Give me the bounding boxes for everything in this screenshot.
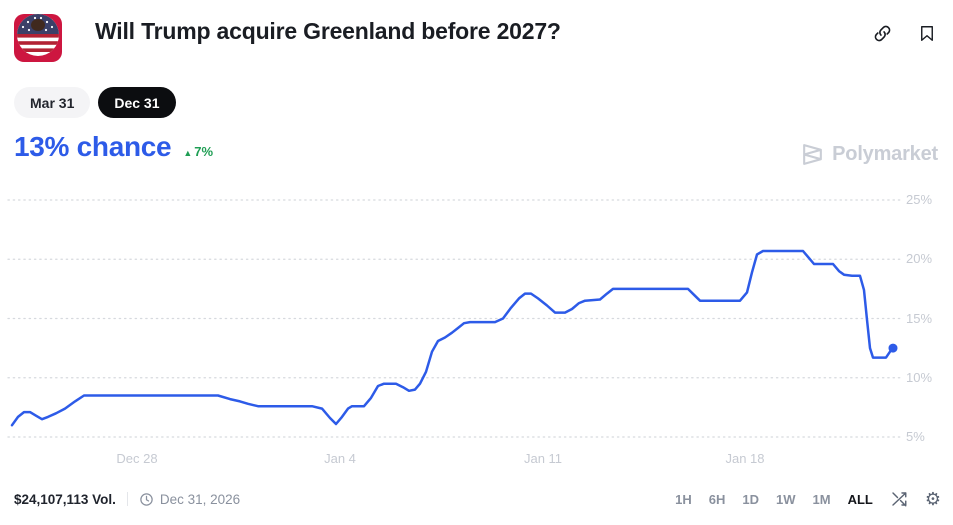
x-tick-label: Jan 11 bbox=[523, 451, 563, 466]
timeframe-bar: 1H 6H 1D 1W 1M ALL ⚙ bbox=[675, 488, 941, 510]
x-tick-label: Jan 18 bbox=[725, 451, 765, 466]
timeframe-all[interactable]: ALL bbox=[847, 491, 873, 507]
y-tick-label: 20% bbox=[906, 251, 933, 267]
y-tick-label: 25% bbox=[906, 192, 933, 207]
page-title: Will Trump acquire Greenland before 2027… bbox=[95, 18, 561, 44]
tab-mar-31[interactable]: Mar 31 bbox=[14, 87, 91, 118]
market-avatar bbox=[14, 14, 62, 62]
y-tick-label: 15% bbox=[906, 310, 933, 326]
timeframe-1d[interactable]: 1D bbox=[742, 491, 760, 507]
x-tick-label: Jan 4 bbox=[324, 451, 356, 466]
resolution-date: Dec 31, 2026 bbox=[139, 492, 240, 507]
clock-icon bbox=[140, 492, 153, 506]
link-icon[interactable] bbox=[872, 23, 893, 44]
timeframe-1h[interactable]: 1H bbox=[675, 491, 692, 507]
volume-label: $24,107,113 Vol. bbox=[14, 491, 116, 507]
timeframe-buttons: 1H 6H 1D 1W 1M ALL bbox=[675, 492, 873, 507]
footer-divider bbox=[126, 492, 128, 506]
up-arrow-icon: ▲ bbox=[183, 148, 193, 158]
y-tick-label: 5% bbox=[906, 429, 925, 444]
shuffle-compare-icon[interactable] bbox=[890, 490, 908, 508]
price-chart[interactable]: 25% 20% 15% 10% 5% Dec 28 Jan 4 Jan 11 Jan 18 bbox=[0, 185, 953, 480]
bookmark-icon[interactable] bbox=[918, 23, 936, 44]
price-line bbox=[10, 249, 895, 427]
tab-dec-31[interactable]: Dec 31 bbox=[98, 87, 176, 118]
outcome-tabs: Mar 31 Dec 31 bbox=[14, 87, 176, 118]
timeframe-1w[interactable]: 1W bbox=[776, 491, 796, 507]
current-price-dot bbox=[888, 343, 898, 353]
resolution-date-text: Dec 31, 2026 bbox=[159, 491, 241, 507]
chart-canvas[interactable] bbox=[0, 185, 953, 445]
polymarket-watermark: Polymarket bbox=[800, 142, 938, 167]
settings-gear-icon[interactable]: ⚙ bbox=[924, 489, 941, 509]
change-badge: ▲ 7% bbox=[183, 144, 213, 159]
timeframe-6h[interactable]: 6H bbox=[708, 491, 726, 507]
polymarket-wordmark: Polymarket bbox=[832, 143, 938, 165]
timeframe-1m[interactable]: 1M bbox=[812, 491, 831, 507]
us-flag-avatar-image bbox=[14, 14, 62, 62]
change-value: 7% bbox=[194, 144, 214, 159]
y-tick-label: 10% bbox=[906, 369, 933, 385]
x-tick-label: Dec 28 bbox=[116, 451, 158, 466]
polymarket-logo-icon bbox=[803, 144, 823, 165]
chance-value: 13% chance bbox=[14, 131, 172, 162]
